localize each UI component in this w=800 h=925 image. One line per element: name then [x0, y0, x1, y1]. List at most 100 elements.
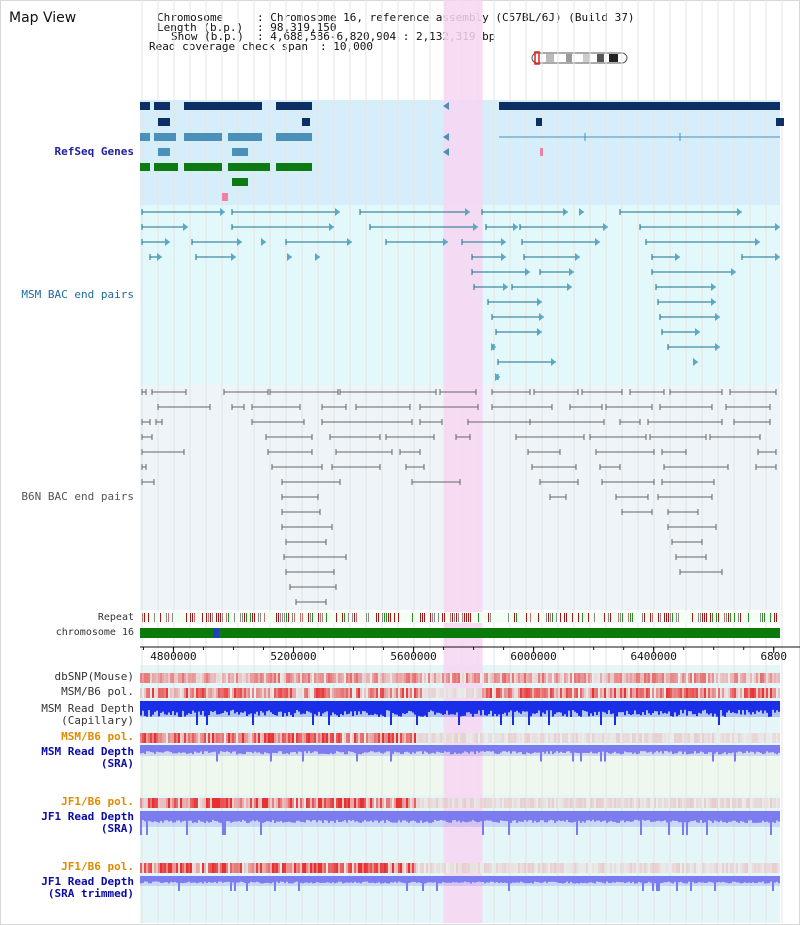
jf1-depth-sra-bar	[602, 811, 604, 822]
msm-pol-cell	[586, 688, 588, 698]
jf1-depth-trimmed-bar	[202, 876, 204, 884]
jf1-depth-sra-bar	[450, 811, 452, 823]
jf1-pol-cell	[578, 798, 580, 808]
jf1-depth-sra-bar	[592, 811, 594, 820]
msm-depth-sra-bar	[640, 745, 642, 752]
refseq-genes-track[interactable]	[140, 102, 784, 201]
repeat-element	[552, 613, 553, 622]
track-label-jf1-b6-pol[interactable]: JF1/B6 pol.	[61, 795, 134, 808]
jf1-pol-cell	[708, 798, 710, 808]
msm-depth-capillary-bar	[456, 701, 458, 713]
repeat-track[interactable]	[140, 612, 780, 623]
msm-pol-cell	[420, 688, 422, 698]
msm-pol-cell	[168, 688, 170, 698]
msm-depth-capillary-bar	[720, 701, 722, 711]
msm-pol-cell	[660, 688, 662, 698]
msm-pol2-cell	[374, 733, 376, 743]
jf1-pol2-cell	[324, 863, 326, 873]
b6n-bac-end-pairs-track[interactable]	[141, 389, 777, 605]
jf1-pol-cell	[370, 798, 372, 808]
jf1-pol2-cell	[236, 863, 238, 873]
msm-depth-capillary-bar	[502, 701, 504, 714]
jf1-depth-sra-bar	[468, 811, 470, 822]
msm-depth-capillary-bar	[646, 701, 648, 711]
jf1-depth-trimmed-bar	[644, 876, 646, 884]
msm-pol2-cell	[326, 733, 328, 743]
msm-depth-capillary-bar	[480, 701, 482, 716]
jf1-depth-sra-bar	[222, 811, 224, 835]
jf1-depth-sra-bar	[476, 811, 478, 823]
jf1-depth-trimmed-bar	[564, 876, 566, 883]
track-label-jf1-depth-sra[interactable]: JF1 Read Depth	[41, 810, 134, 823]
jf1-depth-trimmed-bar	[706, 876, 708, 883]
msm-pol-cell	[582, 688, 584, 698]
msm-depth-sra-bar	[344, 745, 346, 755]
jf1-depth-sra-bar	[226, 811, 228, 822]
jf1-pol2-cell	[500, 863, 502, 873]
msm-bac-end-pairs-track[interactable]	[141, 208, 780, 381]
refseq-gene	[158, 118, 170, 126]
repeat-element	[336, 613, 337, 622]
msm-depth-sra-bar	[734, 745, 736, 762]
msm-pol2-cell	[540, 733, 542, 743]
msm-depth-sra-bar	[370, 745, 372, 752]
msm-pol2-cell	[476, 733, 478, 743]
track-label-repeat[interactable]: Repeat	[97, 612, 134, 623]
dbsnp-cell	[230, 673, 232, 683]
jf1-depth-sra-bar	[570, 811, 572, 823]
msm-depth-sra-bar	[582, 745, 584, 753]
msm-pol-cell	[490, 688, 492, 698]
msm-pol-cell	[308, 688, 310, 698]
jf1-pol2-cell	[614, 863, 616, 873]
jf1-depth-trimmed-bar	[626, 876, 628, 883]
track-label-msm-depth-capillary[interactable]: MSM Read Depth	[41, 702, 134, 715]
msm-depth-capillary-bar	[206, 701, 208, 725]
jf1-pol-cell	[570, 798, 572, 808]
jf1-depth-sra-bar	[302, 811, 304, 822]
dbsnp-cell	[258, 673, 260, 683]
msm-pol2-cell	[224, 733, 226, 743]
msm-pol-cell	[472, 688, 474, 698]
repeat-element	[676, 613, 677, 622]
msm-pol2-cell	[774, 733, 776, 743]
track-label-msm-b6-pol-2[interactable]: MSM/B6 pol.	[61, 730, 134, 743]
track-label-b6n-bac[interactable]: B6N BAC end pairs	[21, 490, 134, 503]
msm-depth-sra-bar	[154, 745, 156, 754]
dbsnp-cell	[262, 673, 264, 683]
msm-depth-capillary-bar	[382, 701, 384, 716]
jf1-pol2-cell	[196, 863, 198, 873]
dbsnp-cell	[378, 673, 380, 683]
jf1-pol2-cell	[398, 863, 400, 873]
jf1-depth-sra-bar	[754, 811, 756, 823]
jf1-pol2-cell	[628, 863, 630, 873]
read-depth-tracks[interactable]	[140, 701, 780, 891]
track-label-jf1-depth-trimmed[interactable]: JF1 Read Depth	[41, 875, 134, 888]
track-label-msm-depth-sra[interactable]: MSM Read Depth	[41, 745, 134, 758]
track-label-refseq[interactable]: RefSeq Genes	[54, 145, 134, 158]
jf1-depth-trimmed-bar	[262, 876, 264, 884]
chromosome-ideogram[interactable]	[531, 51, 628, 65]
dbsnp-cell	[404, 673, 406, 683]
msm-depth-sra-bar	[184, 745, 186, 753]
track-label-dbsnp[interactable]: dbSNP(Mouse)	[54, 670, 134, 683]
msm-depth-sra-bar	[216, 745, 218, 762]
jf1-depth-trimmed-bar	[238, 876, 240, 883]
track-label-msm-b6-pol[interactable]: MSM/B6 pol.	[61, 685, 134, 698]
track-label-jf1-b6-pol-2[interactable]: JF1/B6 pol.	[61, 860, 134, 873]
msm-depth-capillary-bar	[618, 701, 620, 713]
repeat-element	[452, 613, 453, 622]
dbsnp-cell	[322, 673, 324, 683]
jf1-depth-trimmed-bar	[556, 876, 558, 883]
jf1-pol-cell	[620, 798, 622, 808]
jf1-pol2-cell	[202, 863, 204, 873]
jf1-pol-cell	[746, 798, 748, 808]
polymorphism-tracks[interactable]	[140, 673, 780, 873]
msm-depth-sra-bar	[750, 745, 752, 752]
jf1-pol-cell	[260, 798, 262, 808]
jf1-depth-sra-bar	[660, 811, 662, 822]
track-label-msm-bac[interactable]: MSM BAC end pairs	[21, 288, 134, 301]
jf1-depth-trimmed-bar	[474, 876, 476, 883]
msm-pol2-cell	[382, 733, 384, 743]
jf1-depth-sra-bar	[690, 811, 692, 822]
